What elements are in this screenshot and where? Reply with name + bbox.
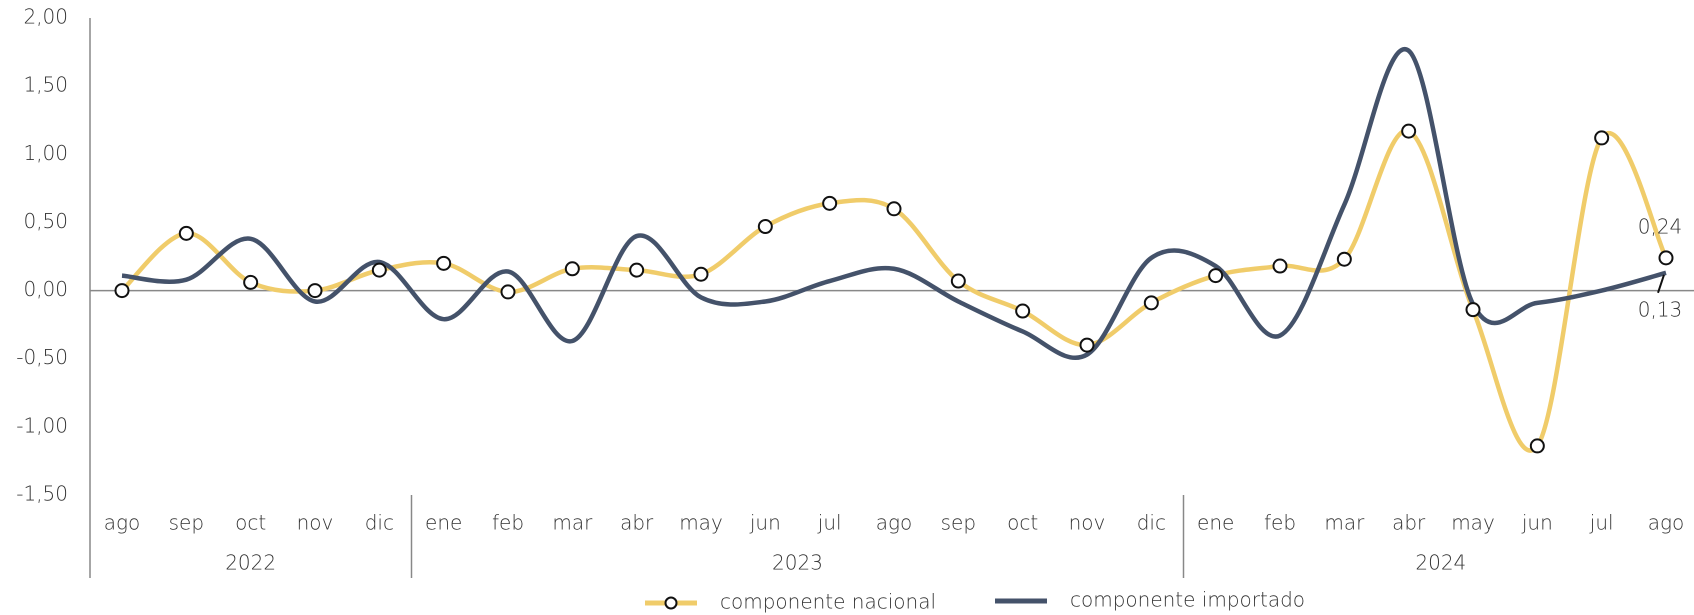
point-marker bbox=[371, 262, 387, 278]
x-tick-label: may bbox=[679, 511, 723, 535]
point-marker bbox=[886, 201, 902, 217]
year-label: 2023 bbox=[772, 551, 823, 575]
y-tick-label: 1,50 bbox=[23, 73, 68, 97]
point-marker bbox=[178, 225, 194, 241]
x-tick-label: jun bbox=[749, 511, 781, 535]
point-marker bbox=[114, 283, 130, 299]
y-tick-label: 0,50 bbox=[23, 209, 68, 233]
point-marker bbox=[629, 262, 645, 278]
point-marker bbox=[1336, 251, 1352, 267]
x-tick-label: ago bbox=[1648, 511, 1685, 535]
x-tick-label: ene bbox=[1197, 511, 1234, 535]
x-tick-label: nov bbox=[1069, 511, 1106, 535]
series-line bbox=[120, 128, 1669, 453]
point-marker bbox=[1079, 337, 1095, 353]
x-tick-label: feb bbox=[492, 511, 524, 535]
x-tick-label: oct bbox=[1007, 511, 1038, 535]
x-tick-label: jul bbox=[817, 511, 842, 535]
point-marker bbox=[564, 261, 580, 277]
point-marker bbox=[1465, 302, 1481, 318]
point-marker bbox=[950, 273, 966, 289]
legend-marker bbox=[664, 596, 678, 610]
y-tick-label: -1,00 bbox=[16, 413, 68, 437]
data-label: 0,13 bbox=[1638, 297, 1683, 321]
data-label: 0,24 bbox=[1638, 214, 1683, 238]
x-tick-label: sep bbox=[941, 511, 976, 535]
legend-label: componente nacional bbox=[720, 590, 936, 614]
point-marker bbox=[1272, 258, 1288, 274]
x-tick-label: nov bbox=[297, 511, 334, 535]
x-tick-label: dic bbox=[365, 511, 394, 535]
x-tick-label: jun bbox=[1521, 511, 1553, 535]
point-marker bbox=[1594, 130, 1610, 146]
x-tick-label: abr bbox=[620, 511, 654, 535]
x-tick-label: oct bbox=[235, 511, 266, 535]
point-marker bbox=[1658, 250, 1674, 266]
x-tick-label: feb bbox=[1264, 511, 1296, 535]
point-marker bbox=[693, 266, 709, 282]
point-marker bbox=[822, 195, 838, 211]
y-tick-label: -1,50 bbox=[16, 482, 68, 506]
x-tick-label: mar bbox=[552, 511, 593, 535]
x-tick-label: dic bbox=[1137, 511, 1166, 535]
x-tick-label: ago bbox=[104, 511, 141, 535]
point-marker bbox=[243, 274, 259, 290]
point-marker bbox=[1015, 303, 1031, 319]
point-marker bbox=[500, 284, 516, 300]
x-tick-label: jul bbox=[1589, 511, 1614, 535]
point-marker bbox=[757, 219, 773, 235]
point-marker bbox=[436, 255, 452, 271]
x-tick-label: ago bbox=[876, 511, 913, 535]
point-marker bbox=[307, 283, 323, 299]
legend-label: componente importado bbox=[1070, 588, 1305, 612]
x-tick-label: ene bbox=[425, 511, 462, 535]
point-marker bbox=[1529, 438, 1545, 454]
year-label: 2024 bbox=[1415, 551, 1466, 575]
label-leader bbox=[1657, 274, 1665, 294]
y-tick-label: -0,50 bbox=[16, 345, 68, 369]
y-tick-label: 2,00 bbox=[23, 5, 68, 29]
x-tick-label: may bbox=[1451, 511, 1495, 535]
y-tick-label: 0,00 bbox=[23, 277, 68, 301]
point-marker bbox=[1143, 295, 1159, 311]
year-label: 2022 bbox=[225, 551, 276, 575]
y-tick-label: 1,00 bbox=[23, 141, 68, 165]
series-line bbox=[121, 46, 1667, 361]
x-tick-label: abr bbox=[1392, 511, 1426, 535]
x-tick-label: sep bbox=[169, 511, 204, 535]
point-marker bbox=[1208, 268, 1224, 284]
x-tick-label: mar bbox=[1324, 511, 1365, 535]
point-marker bbox=[1401, 123, 1417, 139]
